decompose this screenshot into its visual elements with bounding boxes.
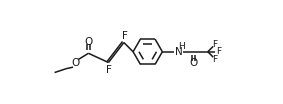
Text: O: O xyxy=(84,37,93,47)
Text: F: F xyxy=(212,55,217,64)
Text: O: O xyxy=(71,58,80,68)
Text: F: F xyxy=(216,47,221,56)
Text: F: F xyxy=(106,65,112,75)
Text: N: N xyxy=(175,47,183,57)
Text: F: F xyxy=(122,31,128,41)
Text: H: H xyxy=(178,42,185,51)
Text: O: O xyxy=(190,58,198,68)
Text: F: F xyxy=(212,40,217,49)
